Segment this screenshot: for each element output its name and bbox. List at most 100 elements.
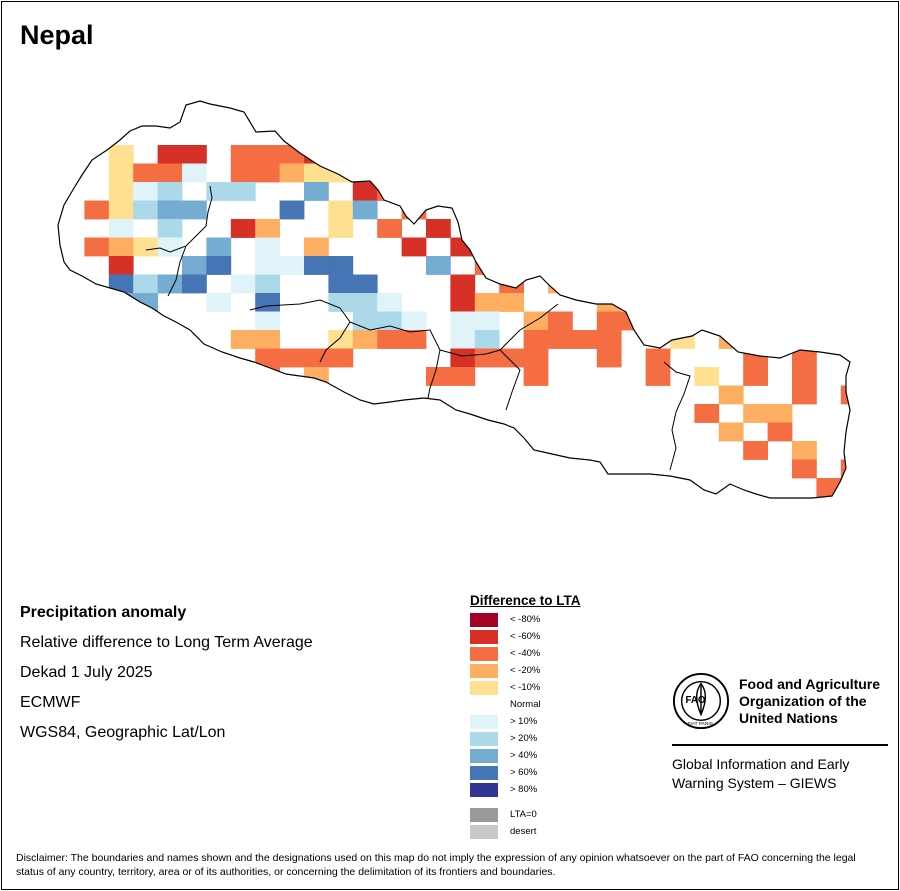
- anomaly-cell: [401, 126, 427, 146]
- anomaly-cell: [865, 330, 890, 349]
- anomaly-cell: [401, 330, 427, 349]
- anomaly-cell: [352, 163, 378, 183]
- anomaly-cell: [401, 311, 427, 331]
- anomaly-cell: [304, 348, 329, 368]
- info-line-variable: Relative difference to Long Term Average: [20, 634, 313, 651]
- anomaly-cell: [133, 163, 158, 183]
- anomaly-cell: [230, 330, 256, 349]
- anomaly-cell: [499, 293, 524, 312]
- nepal-country-outline: [57, 100, 851, 499]
- anomaly-cell: [670, 293, 695, 312]
- anomaly-cell: [596, 330, 622, 349]
- anomaly-cell: [548, 330, 573, 349]
- anomaly-cell: [255, 330, 280, 349]
- anomaly-cell: [206, 256, 232, 275]
- province-boundary: [145, 185, 691, 471]
- fao-name-line-3: United Nations: [739, 709, 838, 726]
- anomaly-cell: [743, 237, 768, 257]
- anomaly-cell: [450, 182, 476, 201]
- anomaly-cell: [84, 200, 110, 220]
- legend-item-4: < -10%: [470, 679, 581, 696]
- legend-item-8: > 40%: [470, 747, 581, 764]
- anomaly-cell: [255, 311, 280, 331]
- anomaly-cell: [157, 145, 183, 164]
- anomaly-cell: [450, 367, 476, 386]
- legend-item-7: > 20%: [470, 730, 581, 747]
- legend-label: < -40%: [510, 648, 541, 659]
- anomaly-cell: [304, 367, 329, 386]
- anomaly-cell: [182, 145, 207, 164]
- anomaly-cell: [645, 237, 671, 257]
- anomaly-cell: [670, 237, 695, 257]
- anomaly-cell: [133, 182, 158, 201]
- anomaly-cell: [694, 367, 720, 386]
- anomaly-cell: [767, 293, 793, 312]
- fao-branding: FAO FIAT PANIS Food and Agriculture Orga…: [672, 672, 888, 793]
- anomaly-cell: [230, 163, 256, 183]
- anomaly-cell: [255, 145, 280, 164]
- anomaly-cell: [743, 348, 768, 368]
- info-heading: Precipitation anomaly: [20, 604, 187, 621]
- legend-swatch: [470, 714, 498, 729]
- legend-item-5: Normal: [470, 696, 581, 713]
- anomaly-cell: [157, 182, 183, 201]
- anomaly-cell: [328, 200, 354, 220]
- anomaly-cell: [499, 237, 524, 257]
- anomaly-cell: [401, 145, 427, 164]
- anomaly-cell: [840, 385, 850, 405]
- anomaly-cell: [328, 256, 354, 275]
- anomaly-cell: [108, 200, 134, 220]
- anomaly-cell: [255, 219, 280, 238]
- anomaly-cell: [792, 200, 817, 220]
- legend-item-10: > 80%: [470, 781, 581, 798]
- anomaly-cell: [426, 219, 451, 238]
- legend-swatch: [470, 748, 498, 763]
- precipitation-anomaly-map: [57, 100, 900, 499]
- anomaly-cell: [182, 274, 207, 294]
- anomaly-cell: [767, 237, 793, 257]
- anomaly-cell: [279, 256, 305, 275]
- anomaly-cell: [108, 182, 134, 201]
- anomaly-cell: [548, 311, 573, 331]
- legend-label: LTA=0: [510, 809, 537, 820]
- anomaly-cell: [401, 237, 427, 257]
- anomaly-cell: [377, 182, 402, 201]
- anomaly-cell: [792, 367, 817, 386]
- anomaly-cell: [230, 145, 256, 164]
- legend-extra-items: LTA=0 desert: [470, 806, 581, 840]
- anomaly-cell: [523, 367, 549, 386]
- anomaly-cell: [304, 163, 329, 183]
- anomaly-cell: [474, 348, 500, 368]
- anomaly-cell: [377, 330, 402, 349]
- anomaly-cell: [865, 478, 890, 497]
- anomaly-grid: [84, 108, 900, 497]
- anomaly-cell: [792, 348, 817, 368]
- fao-logo: FAO FIAT PANIS: [672, 672, 730, 730]
- anomaly-cell: [377, 219, 402, 238]
- anomaly-cell: [255, 237, 280, 257]
- anomaly-cell: [890, 386, 900, 405]
- anomaly-cell: [328, 219, 354, 238]
- anomaly-cell: [426, 367, 451, 386]
- anomaly-cell: [279, 348, 305, 368]
- anomaly-cell: [255, 348, 280, 368]
- anomaly-cell: [182, 163, 207, 183]
- legend-extra-item-1: desert: [470, 823, 581, 840]
- anomaly-cell: [718, 385, 744, 405]
- anomaly-cell: [743, 330, 768, 349]
- anomaly-cell: [157, 237, 183, 257]
- fao-divider: [672, 744, 888, 746]
- anomaly-cell: [596, 293, 622, 312]
- anomaly-cell: [572, 274, 598, 294]
- anomaly-cell: [645, 219, 671, 238]
- legend-swatch: [470, 629, 498, 644]
- info-line-source: ECMWF: [20, 694, 81, 711]
- fao-name: Food and Agriculture Organization of the…: [739, 676, 880, 727]
- anomaly-cell: [523, 200, 549, 220]
- anomaly-cell: [352, 108, 378, 127]
- anomaly-cell: [206, 237, 232, 257]
- legend-label: < -20%: [510, 665, 541, 676]
- legend-swatch: [470, 731, 498, 746]
- anomaly-cell: [304, 182, 329, 201]
- anomaly-cell: [792, 441, 817, 460]
